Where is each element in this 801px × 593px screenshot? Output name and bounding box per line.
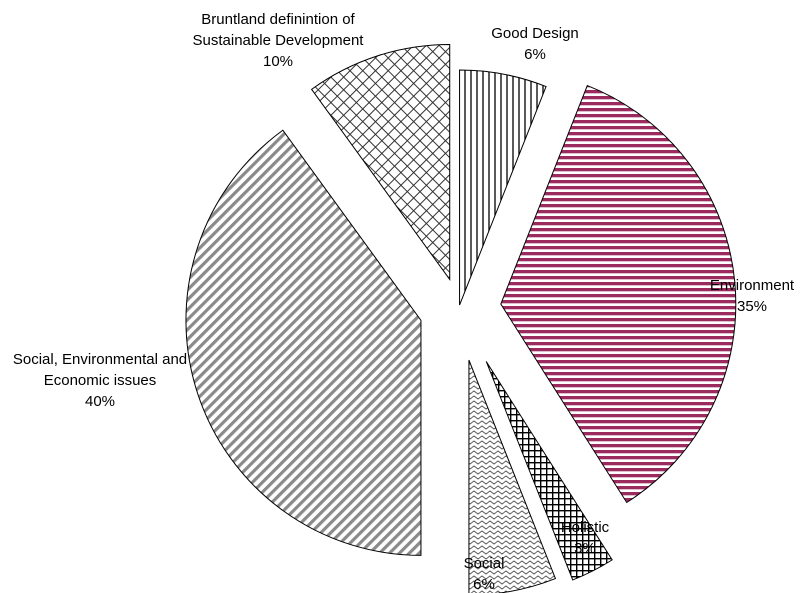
pie-slices bbox=[185, 43, 737, 593]
pie-slice-good-design bbox=[459, 69, 547, 306]
slice-label: Bruntland definintion of Sustainable Deve… bbox=[193, 11, 365, 70]
pie-slice-bruntland-definintion-of-sustainable-development bbox=[310, 43, 451, 282]
pie-slice-social bbox=[468, 359, 557, 593]
slice-label: Environment 35% bbox=[710, 277, 795, 315]
slice-label: Social, Environmental and Economic issues… bbox=[13, 351, 187, 410]
pie-slice-social-environmental-and-economic-issues bbox=[185, 129, 422, 556]
slice-labels: Good Design 6% Environment 35% Holistic 3% Soc… bbox=[13, 11, 795, 593]
pie-slice-environment bbox=[500, 84, 737, 504]
slice-label: Social 6% bbox=[464, 555, 505, 593]
slice-label: Holistic 3% bbox=[561, 519, 610, 557]
slice-label: Good Design 6% bbox=[491, 25, 579, 63]
pie-slice-holistic bbox=[485, 361, 613, 581]
